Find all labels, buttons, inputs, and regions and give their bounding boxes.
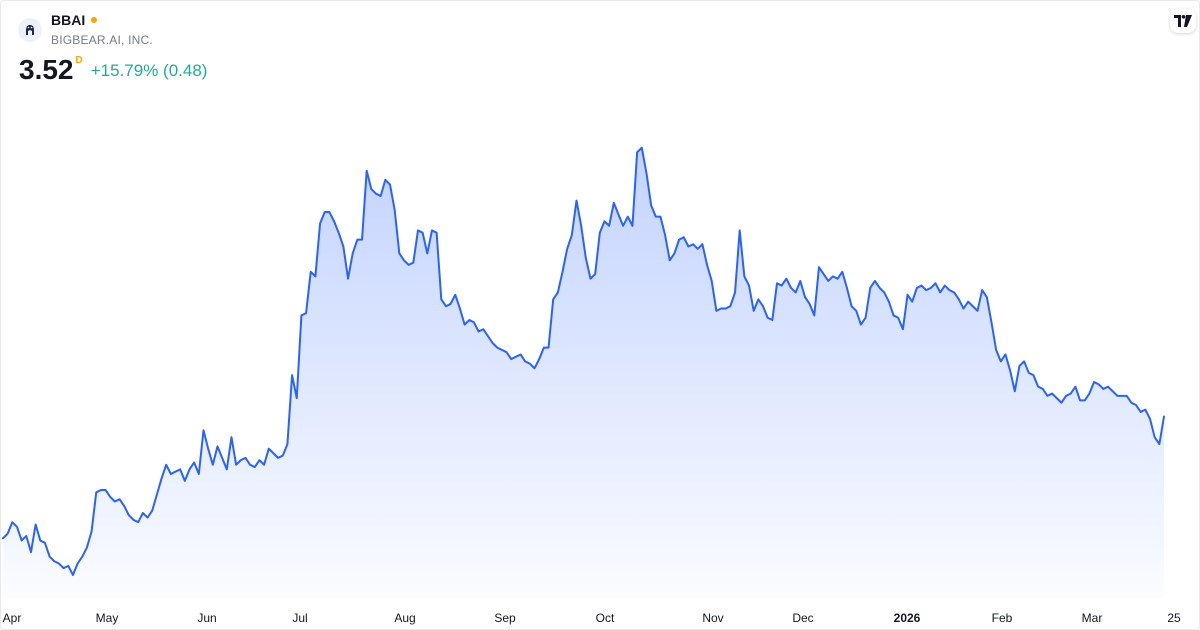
x-tick-label: Jul (292, 611, 307, 625)
x-tick-label: Apr (3, 611, 22, 625)
company-name: BIGBEAR.AI, INC. (51, 33, 153, 47)
tradingview-logo-icon[interactable] (1170, 9, 1196, 33)
price-unit: D (75, 55, 83, 66)
x-tick-label: Oct (596, 611, 615, 625)
x-tick-label: May (96, 611, 119, 625)
ticker-symbol[interactable]: BBAI (51, 12, 86, 28)
bear-logo-icon[interactable] (18, 18, 42, 42)
price-line (2, 146, 1165, 577)
x-tick-label: Nov (702, 611, 723, 625)
x-tick-label: Jun (197, 611, 216, 625)
last-price: 3.52 (19, 54, 74, 85)
price-row: 3.52 D +15.79% (0.48) (19, 54, 207, 86)
x-tick-label: Sep (494, 611, 516, 625)
x-tick-label: Mar (1082, 611, 1103, 625)
x-axis: Apr May Jun Jul Aug Sep Oct Nov Dec 2026 Feb Mar 25 (3, 611, 1181, 625)
ticker-row: BBAI (51, 12, 98, 30)
x-tick-label: Aug (394, 611, 415, 625)
market-status-dot (91, 17, 98, 23)
x-tick-label: 2026 (894, 611, 921, 625)
x-tick-label: 25 (1167, 611, 1181, 625)
x-tick-label: Feb (992, 611, 1013, 625)
price-change: +15.79% (0.48) (90, 61, 208, 80)
x-tick-label: Dec (792, 611, 813, 625)
area-fill (3, 147, 1164, 599)
